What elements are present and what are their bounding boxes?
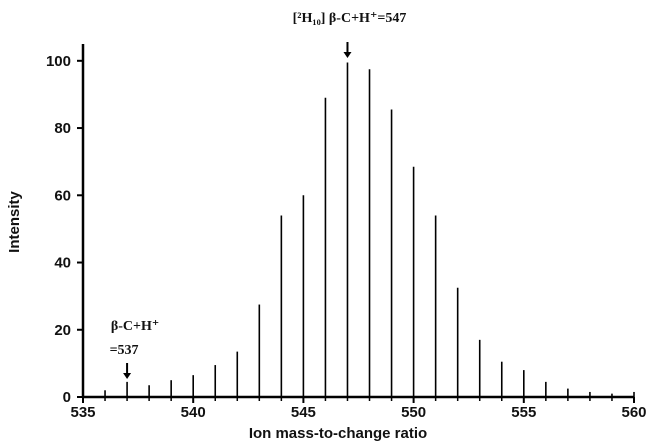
x-tick-label: 555 [511,404,536,421]
y-axis-label: Intensity [6,191,23,253]
x-axis-label: Ion mass-to-change ratio [249,425,427,441]
x-tick-label: 535 [70,404,95,421]
x-tick-label: 540 [181,404,206,421]
peak-annotations: [²H₁₀] β-C+H⁺=547 β-C+H⁺ =537 [110,11,407,379]
y-tick-label: 40 [54,255,71,272]
annotation-label: β-C+H⁺ [111,319,159,334]
annotation-label: [²H₁₀] β-C+H⁺=547 [293,11,407,26]
arrow-down-icon [343,52,352,58]
arrow-down-icon [123,373,132,379]
y-axis: 0 20 40 60 80 100 [46,44,85,406]
y-tick-label: 80 [54,120,71,137]
x-tick-label: 560 [621,404,646,421]
y-tick-label: 100 [46,53,71,70]
x-axis: 535 540 545 550 555 560 [70,395,647,421]
y-tick-label: 60 [54,187,71,204]
spectrum-peaks [104,62,635,397]
annotation-label: =537 [110,343,139,358]
y-tick-label: 0 [63,389,71,406]
x-tick-label: 545 [291,404,316,421]
y-tick-label: 20 [54,322,71,339]
x-tick-label: 550 [401,404,426,421]
